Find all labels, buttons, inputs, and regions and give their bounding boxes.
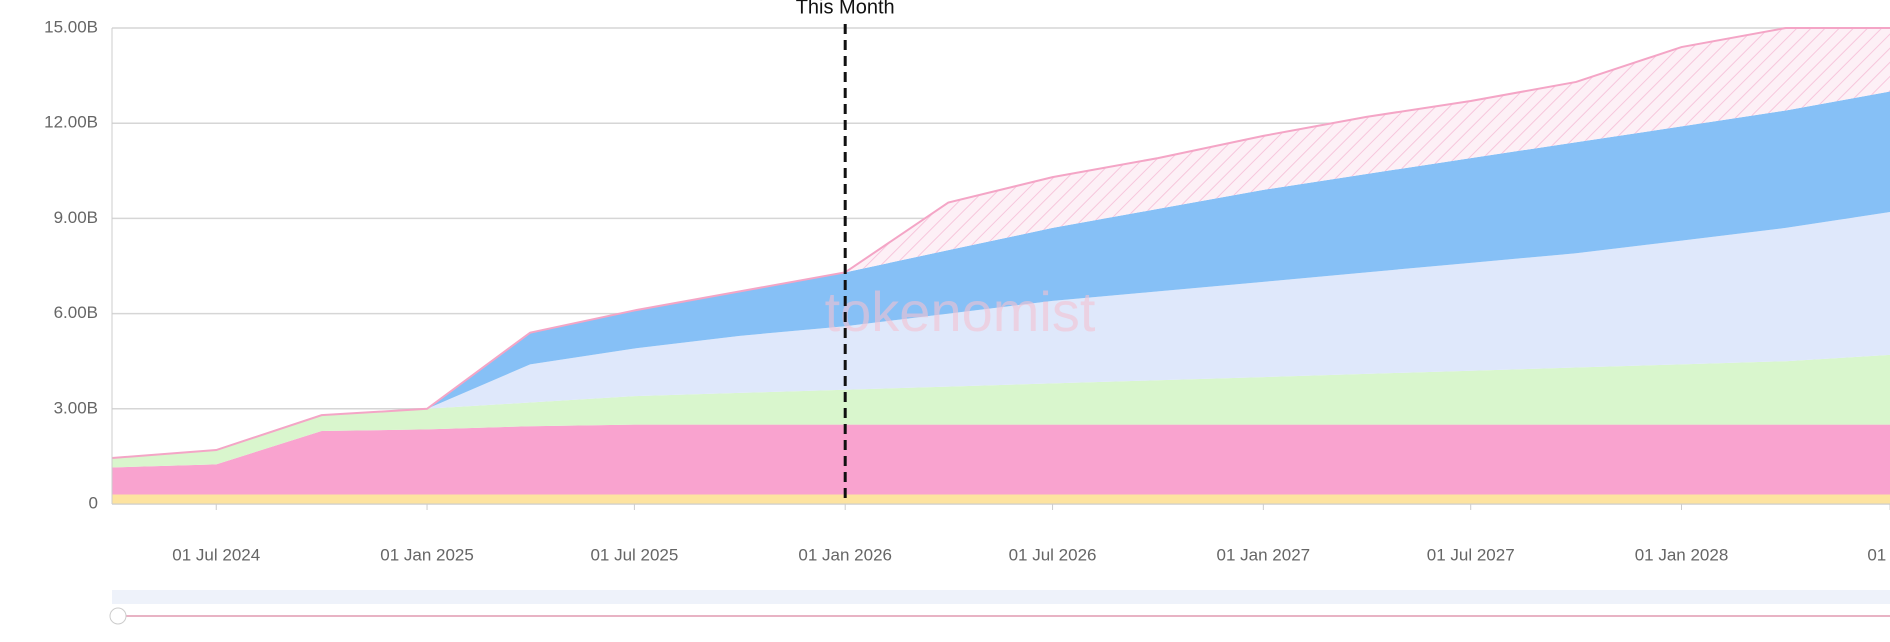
navigator-handle[interactable] [109,607,127,625]
y-tick-label: 12.00B [44,113,98,132]
area [112,28,1890,458]
y-tick-label: 9.00B [54,208,98,227]
area [112,91,1890,458]
x-tick-label: 01 Jul 2027 [1427,545,1515,564]
area [112,424,1890,495]
y-tick-label: 6.00B [54,303,98,322]
y-tick-label: 15.00B [44,17,98,36]
x-tick-label: 01 Jan 2026 [798,545,892,564]
area [112,354,1890,468]
x-tick-label: 01 Jan 2028 [1635,545,1729,564]
x-tick-label: 01 Jul [1867,545,1890,564]
y-tick-label: 0 [89,493,98,512]
annotation: This Month [796,0,895,18]
watermark: tokenomist [825,280,1096,343]
y-tick-label: 3.00B [54,398,98,417]
navigator[interactable] [112,590,1890,604]
x-tick-label: 01 Jul 2024 [172,545,260,564]
x-tick-label: 01 Jan 2025 [380,545,474,564]
x-tick-label: 01 Jul 2026 [1009,545,1097,564]
area [112,212,1890,458]
x-tick-label: 01 Jan 2027 [1217,545,1311,564]
area [112,494,1890,504]
x-tick-label: 01 Jul 2025 [590,545,678,564]
area-edge [111,27,1890,459]
